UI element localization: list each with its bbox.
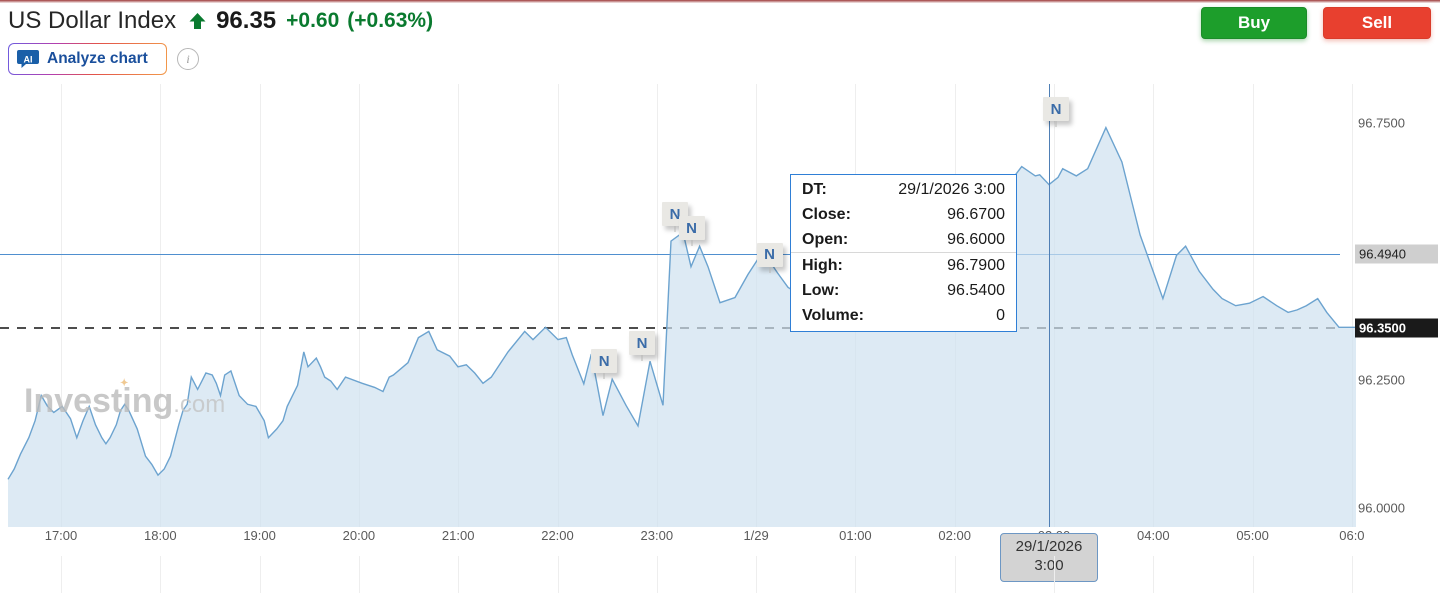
svg-text:AI: AI (24, 54, 33, 64)
